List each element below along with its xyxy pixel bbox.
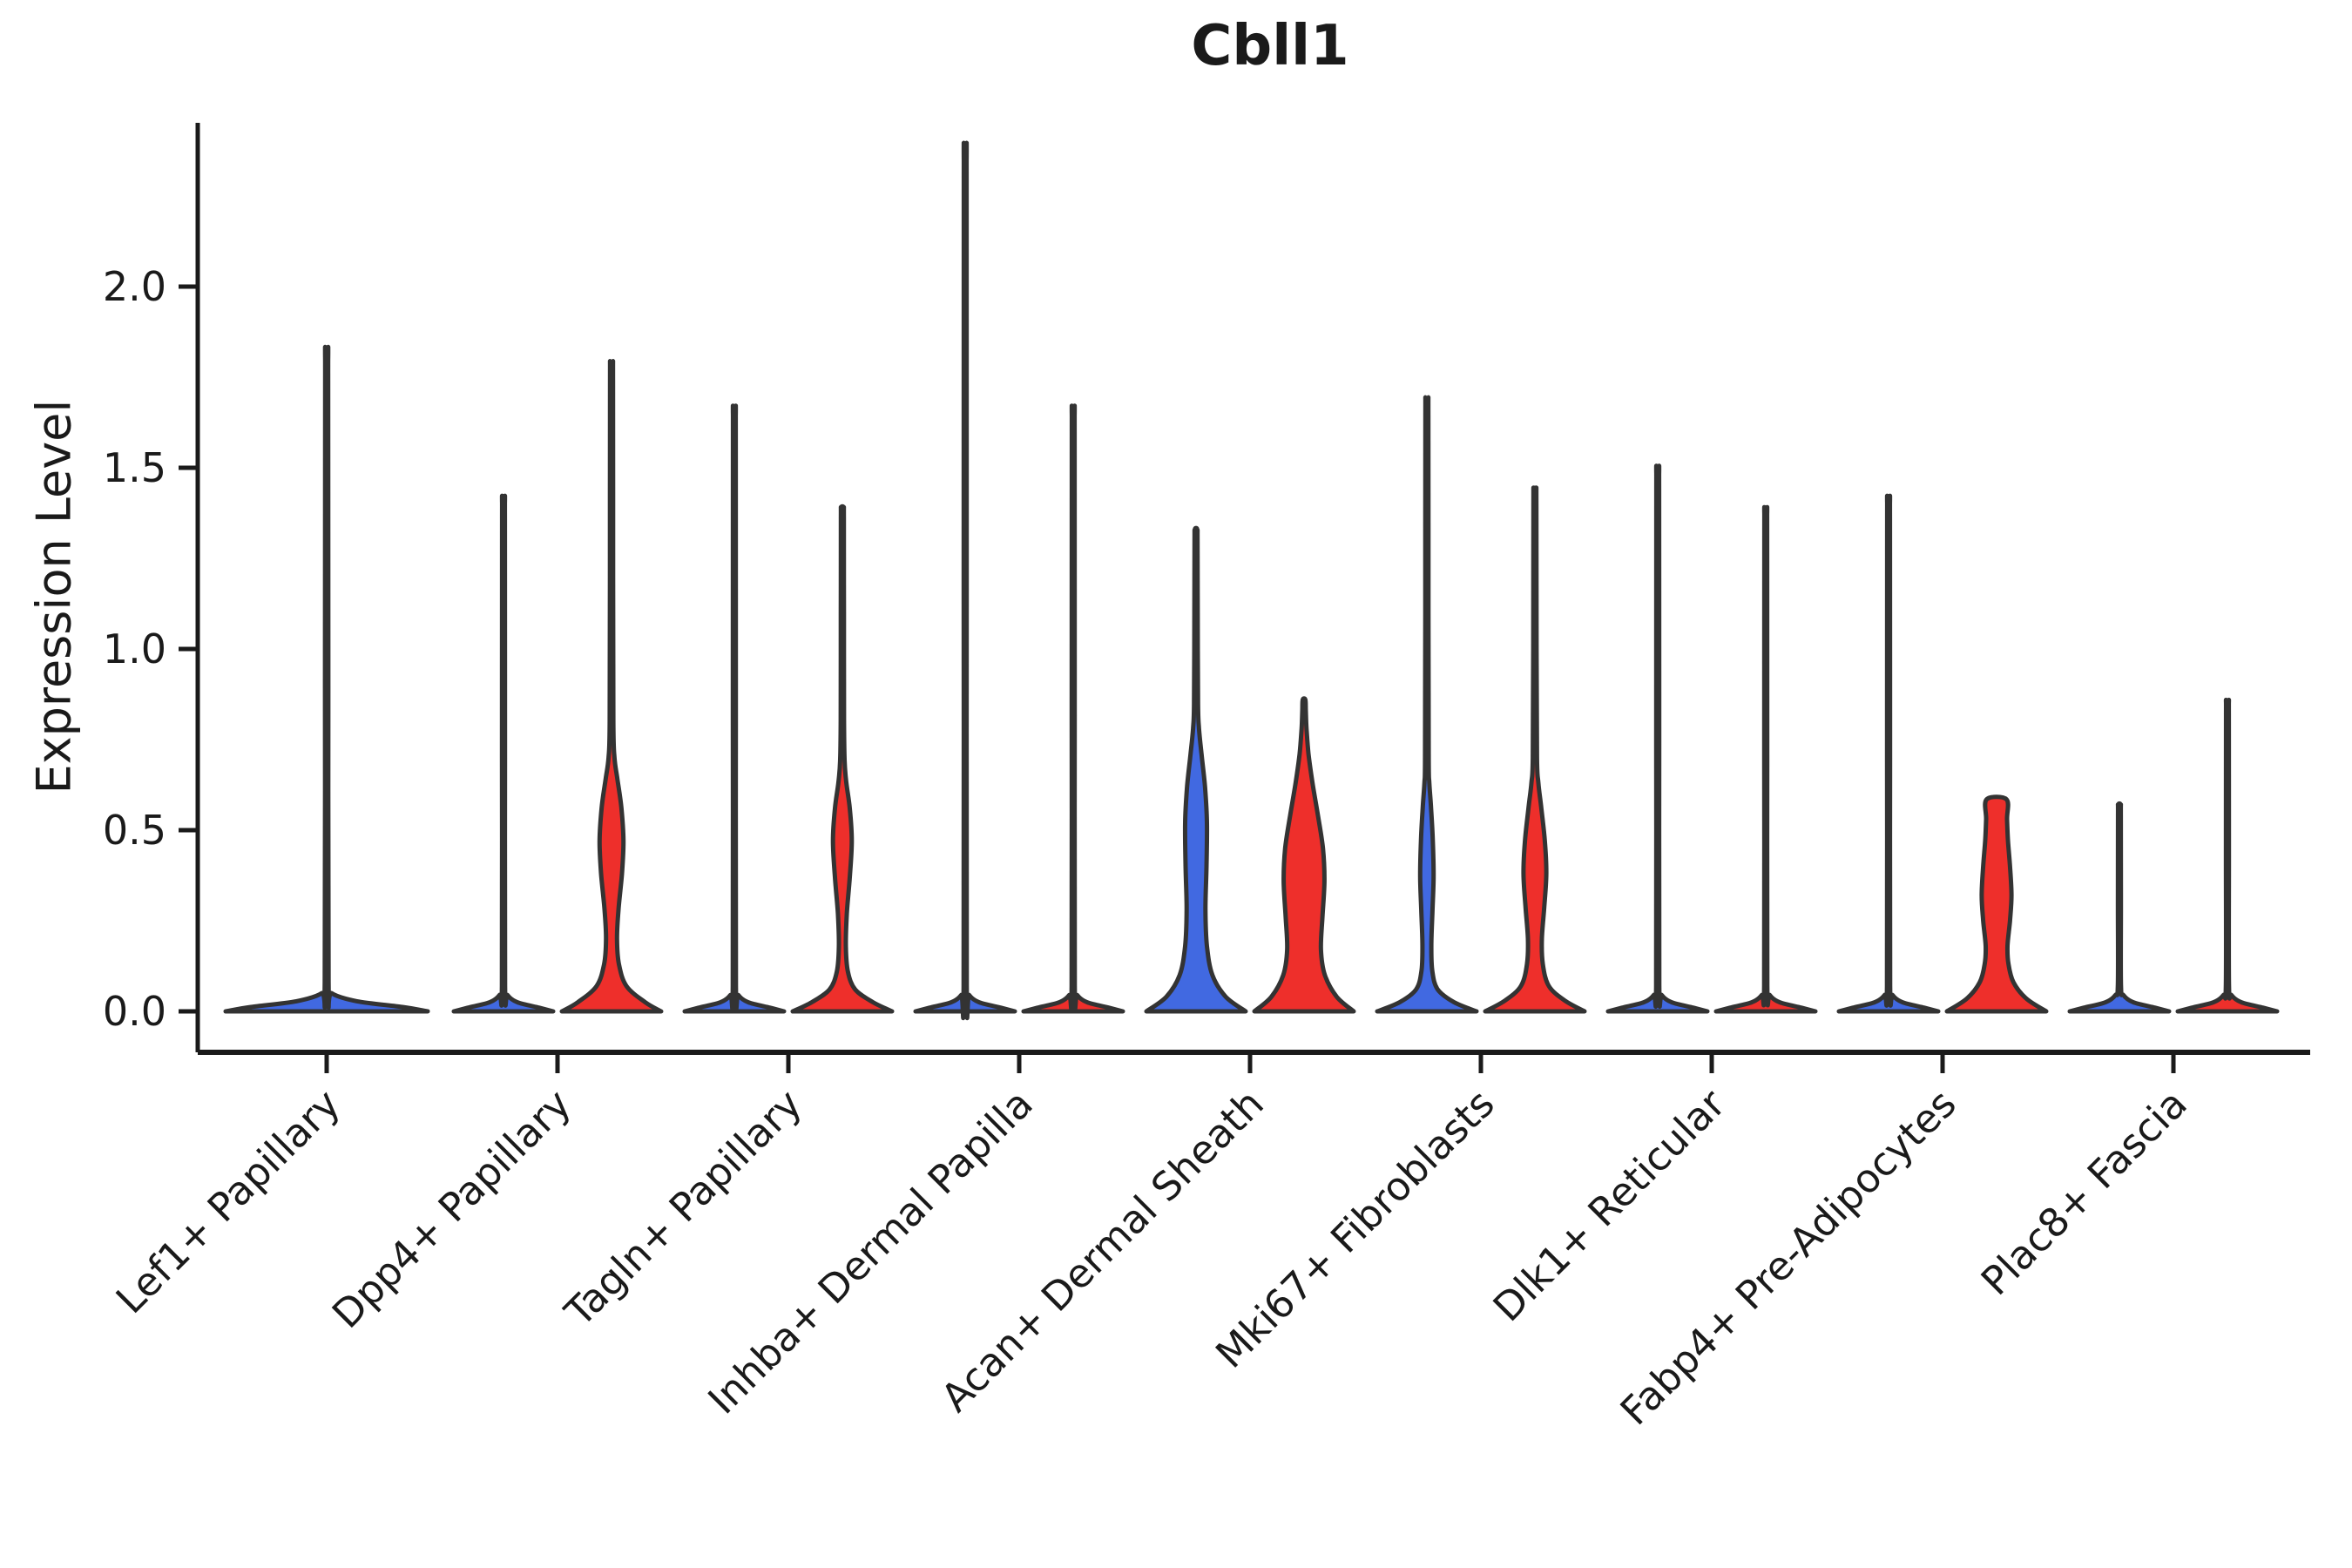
violin-tagln-papillary-blue-left	[682, 403, 787, 1014]
violin-acan-dermal-sheath-red-right	[1252, 696, 1356, 1014]
violin-fabp4-pre-adipocytes-red-right	[1944, 794, 2049, 1014]
y-tick-label: 1.5	[103, 444, 166, 491]
x-tick-label-dlk1-reticular: Dlk1+ Reticular	[1484, 1080, 1734, 1330]
y-tick-label: 0.0	[103, 988, 166, 1035]
violin-dlk1-reticular-red-right	[1713, 504, 1818, 1014]
chart-title: Cbll1	[1191, 14, 1349, 78]
violin-dpp4-papillary-red-right	[559, 359, 664, 1014]
violin-inhba-dermal-papilla-blue-left	[913, 140, 1017, 1021]
x-tick-label-plac8-fascia: Plac8+ Fascia	[1972, 1080, 2196, 1304]
x-tick-label-dpp4-papillary: Dpp4+ Papillary	[323, 1080, 580, 1337]
violin-lef1-papillary-blue	[223, 344, 430, 1014]
violin-mki67-fibroblasts-red-right	[1483, 485, 1587, 1014]
x-tick-label-tagln-papillary: Tagln+ Papillary	[556, 1080, 811, 1335]
violin-plac8-fascia-blue-left	[2067, 801, 2172, 1014]
y-tick-label: 1.0	[103, 625, 166, 672]
violin-dpp4-papillary-blue-left	[451, 493, 556, 1014]
violin-fabp4-pre-adipocytes-blue-left	[1836, 493, 1941, 1014]
violin-dlk1-reticular-blue-left	[1605, 463, 1710, 1014]
violin-plac8-fascia-red-right	[2175, 698, 2280, 1014]
y-tick-label: 0.5	[103, 807, 166, 854]
violin-mki67-fibroblasts-blue-left	[1375, 395, 1479, 1014]
x-tick-label-lef1-papillary: Lef1+ Papillary	[107, 1080, 349, 1322]
violin-inhba-dermal-papilla-red-right	[1021, 403, 1125, 1014]
y-tick-label: 2.0	[103, 263, 166, 310]
violin-acan-dermal-sheath-blue-left	[1144, 525, 1248, 1014]
violin-tagln-papillary-red-right	[790, 504, 895, 1014]
